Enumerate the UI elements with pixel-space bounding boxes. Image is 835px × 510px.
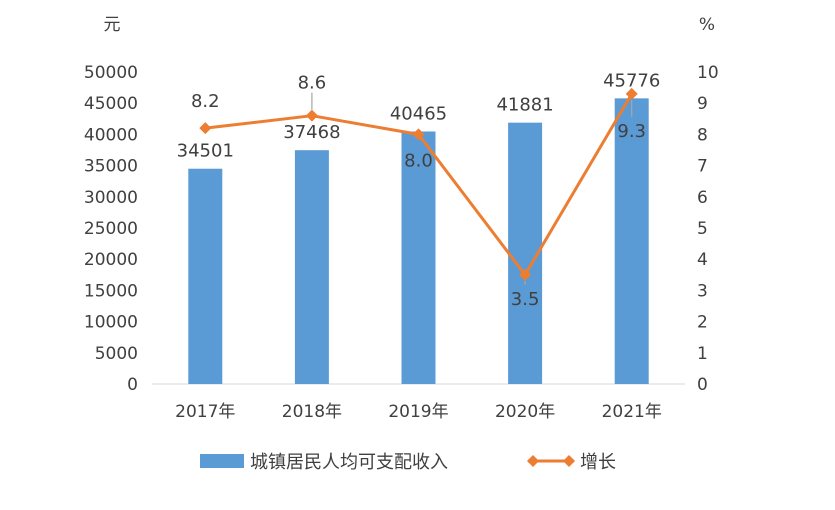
line-data-label: 3.5 xyxy=(511,289,540,310)
right-axis-tick-label: 4 xyxy=(697,250,708,270)
bar-series xyxy=(188,98,649,384)
left-axis-tick-label: 20000 xyxy=(84,250,138,270)
left-axis-unit-label: 元 xyxy=(104,15,121,35)
right-axis-tick-label: 0 xyxy=(697,375,708,395)
category-label: 2020年 xyxy=(495,402,555,422)
right-axis-tick-label: 5 xyxy=(697,219,708,239)
category-label: 2019年 xyxy=(388,402,448,422)
left-axis-tick-label: 35000 xyxy=(84,157,138,177)
legend-bar-label: 城镇居民人均可支配收入 xyxy=(250,452,448,473)
left-axis-tick-label: 15000 xyxy=(84,281,138,301)
legend-bar-swatch xyxy=(200,454,244,468)
line-data-label: 8.2 xyxy=(191,91,220,112)
left-axis-tick-label: 30000 xyxy=(84,188,138,208)
right-axis-tick-label: 2 xyxy=(697,313,708,333)
left-axis-unit: 元 xyxy=(104,15,121,35)
right-axis-tick-label: 8 xyxy=(697,125,708,145)
bar-data-label: 34501 xyxy=(177,141,234,162)
left-axis-tick-label: 40000 xyxy=(84,125,138,145)
right-axis-tick-label: 3 xyxy=(697,281,708,301)
bar-data-label: 41881 xyxy=(496,95,553,116)
left-axis-tick-label: 50000 xyxy=(84,63,138,83)
line-data-label: 8.6 xyxy=(298,73,327,94)
line-data-labels: 8.2 8.6 8.0 3.5 9.3 xyxy=(191,73,646,310)
line-series xyxy=(199,87,638,281)
right-axis-tick-label: 7 xyxy=(697,157,708,177)
right-axis-tick-label: 9 xyxy=(697,94,708,114)
right-axis-unit: % xyxy=(699,15,715,35)
bar-data-labels: 34501 37468 40465 41881 45776 xyxy=(177,70,661,161)
bar xyxy=(188,168,223,384)
left-axis-tick-label: 45000 xyxy=(84,94,138,114)
bar xyxy=(614,98,649,384)
legend: 城镇居民人均可支配收入 增长 xyxy=(200,452,616,473)
legend-line-marker xyxy=(563,455,575,467)
category-label: 2017年 xyxy=(175,402,235,422)
right-axis-ticks: 0 1 2 3 4 5 6 7 8 9 10 xyxy=(697,63,719,395)
bar xyxy=(401,131,436,384)
bar xyxy=(294,150,329,384)
right-axis-tick-label: 6 xyxy=(697,188,708,208)
bar-data-label: 45776 xyxy=(603,70,660,91)
left-axis-tick-label: 5000 xyxy=(95,344,138,364)
line-point-marker xyxy=(199,122,212,135)
line-point-marker xyxy=(625,87,638,100)
line-data-label: 9.3 xyxy=(617,121,646,142)
right-axis-unit-label: % xyxy=(699,15,715,35)
left-axis-tick-label: 10000 xyxy=(84,313,138,333)
line-data-label: 8.0 xyxy=(404,150,433,171)
legend-line-label: 增长 xyxy=(580,452,616,473)
right-axis-tick-label: 1 xyxy=(697,344,708,364)
bar-data-label: 37468 xyxy=(283,122,340,143)
left-axis-ticks: 0 5000 10000 15000 20000 25000 30000 35000 40000… xyxy=(84,63,138,395)
legend-line-marker xyxy=(527,455,539,467)
line-point-marker xyxy=(519,268,532,281)
category-labels: 2017年 2018年 2019年 2020年 2021年 xyxy=(175,402,662,422)
left-axis-tick-label: 0 xyxy=(127,375,138,395)
category-label: 2021年 xyxy=(602,402,662,422)
line-point-marker xyxy=(305,109,318,122)
line-point-marker xyxy=(412,128,425,141)
right-axis-tick-label: 10 xyxy=(697,63,719,83)
category-label: 2018年 xyxy=(282,402,342,422)
bar-data-label: 40465 xyxy=(390,103,447,124)
left-axis-tick-label: 25000 xyxy=(84,219,138,239)
